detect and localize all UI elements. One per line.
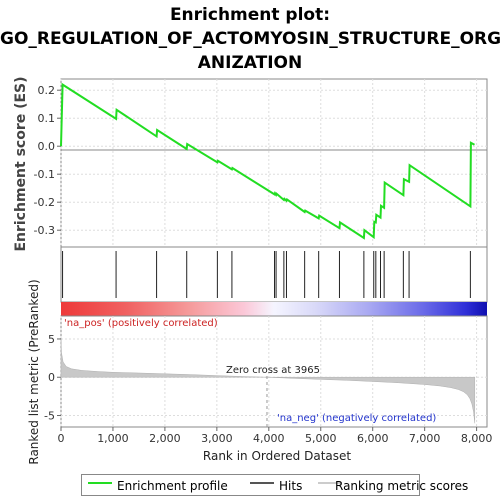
title-line-1: Enrichment plot: bbox=[169, 5, 331, 25]
metric-panel-frame bbox=[60, 315, 488, 428]
x-tick-label: 6,000 bbox=[357, 432, 389, 445]
negative-correlation-label: 'na_neg' (negatively correlated) bbox=[277, 413, 436, 424]
x-tick-label: 4,000 bbox=[253, 432, 285, 445]
legend-swatch-hits bbox=[250, 482, 274, 484]
legend: Enrichment profile Hits Ranking metric s… bbox=[81, 474, 468, 496]
x-axis-label: Rank in Ordered Dataset bbox=[203, 449, 351, 463]
es-y-tick-label: 0.2 bbox=[38, 84, 56, 97]
legend-label-enrichment: Enrichment profile bbox=[117, 479, 228, 493]
es-y-tick-label: 0.0 bbox=[38, 140, 56, 153]
es-y-axis-label: Enrichment score (ES) bbox=[13, 76, 29, 251]
legend-label-hits: Hits bbox=[279, 479, 303, 493]
legend-swatch-enrichment bbox=[88, 482, 112, 484]
es-y-ticks: 0.2 0.1 0.0 -0.1 -0.2 -0.3 bbox=[34, 84, 61, 237]
hits-marks bbox=[62, 251, 471, 298]
es-y-tick-label: -0.3 bbox=[34, 224, 55, 237]
es-grid bbox=[60, 79, 487, 247]
chart-title: Enrichment plot: GO_REGULATION_OF_ACTOMY… bbox=[0, 3, 500, 75]
ranking-metric-area bbox=[60, 338, 476, 424]
x-ticks: 0 1,000 2,000 3,000 4,000 5,000 6,000 7,000 8,00… bbox=[58, 427, 493, 445]
x-tick-label: 8,000 bbox=[461, 432, 493, 445]
metric-y-tick-label: 0 bbox=[48, 371, 55, 384]
x-tick-label: 5,000 bbox=[305, 432, 337, 445]
positive-correlation-label: 'na_pos' (positively correlated) bbox=[64, 318, 218, 329]
zero-cross-label: Zero cross at 3965 bbox=[226, 365, 320, 376]
legend-swatch-metric bbox=[318, 482, 342, 484]
metric-y-ticks: 5 0 -5 bbox=[44, 333, 61, 423]
x-tick-label: 7,000 bbox=[409, 432, 441, 445]
es-y-tick-label: 0.1 bbox=[38, 112, 56, 125]
legend-label-metric: Ranking metric scores bbox=[335, 479, 469, 493]
hits-panel-frame bbox=[60, 246, 488, 303]
enrichment-profile-line bbox=[60, 82, 475, 240]
metric-y-tick-label: 5 bbox=[48, 333, 55, 346]
x-tick-label: 2,000 bbox=[149, 432, 181, 445]
title-line-2: GO_REGULATION_OF_ACTOMYOSIN_STRUCTURE_OR… bbox=[0, 29, 500, 49]
enrichment-chart: 0.2 0.1 0.0 -0.1 -0.2 -0.3 Enrichment score (… bbox=[13, 76, 493, 464]
metric-y-axis-label: Ranked list metric (PreRanked) bbox=[27, 279, 41, 464]
x-tick-label: 3,000 bbox=[201, 432, 233, 445]
rank-color-bar bbox=[61, 302, 487, 316]
x-tick-label: 1,000 bbox=[97, 432, 129, 445]
es-y-tick-label: -0.2 bbox=[34, 196, 55, 209]
title-line-3: ANIZATION bbox=[197, 53, 303, 73]
x-tick-label: 0 bbox=[58, 432, 65, 445]
metric-y-tick-label: -5 bbox=[44, 410, 55, 423]
es-panel-frame bbox=[60, 78, 488, 248]
es-y-tick-label: -0.1 bbox=[34, 168, 55, 181]
